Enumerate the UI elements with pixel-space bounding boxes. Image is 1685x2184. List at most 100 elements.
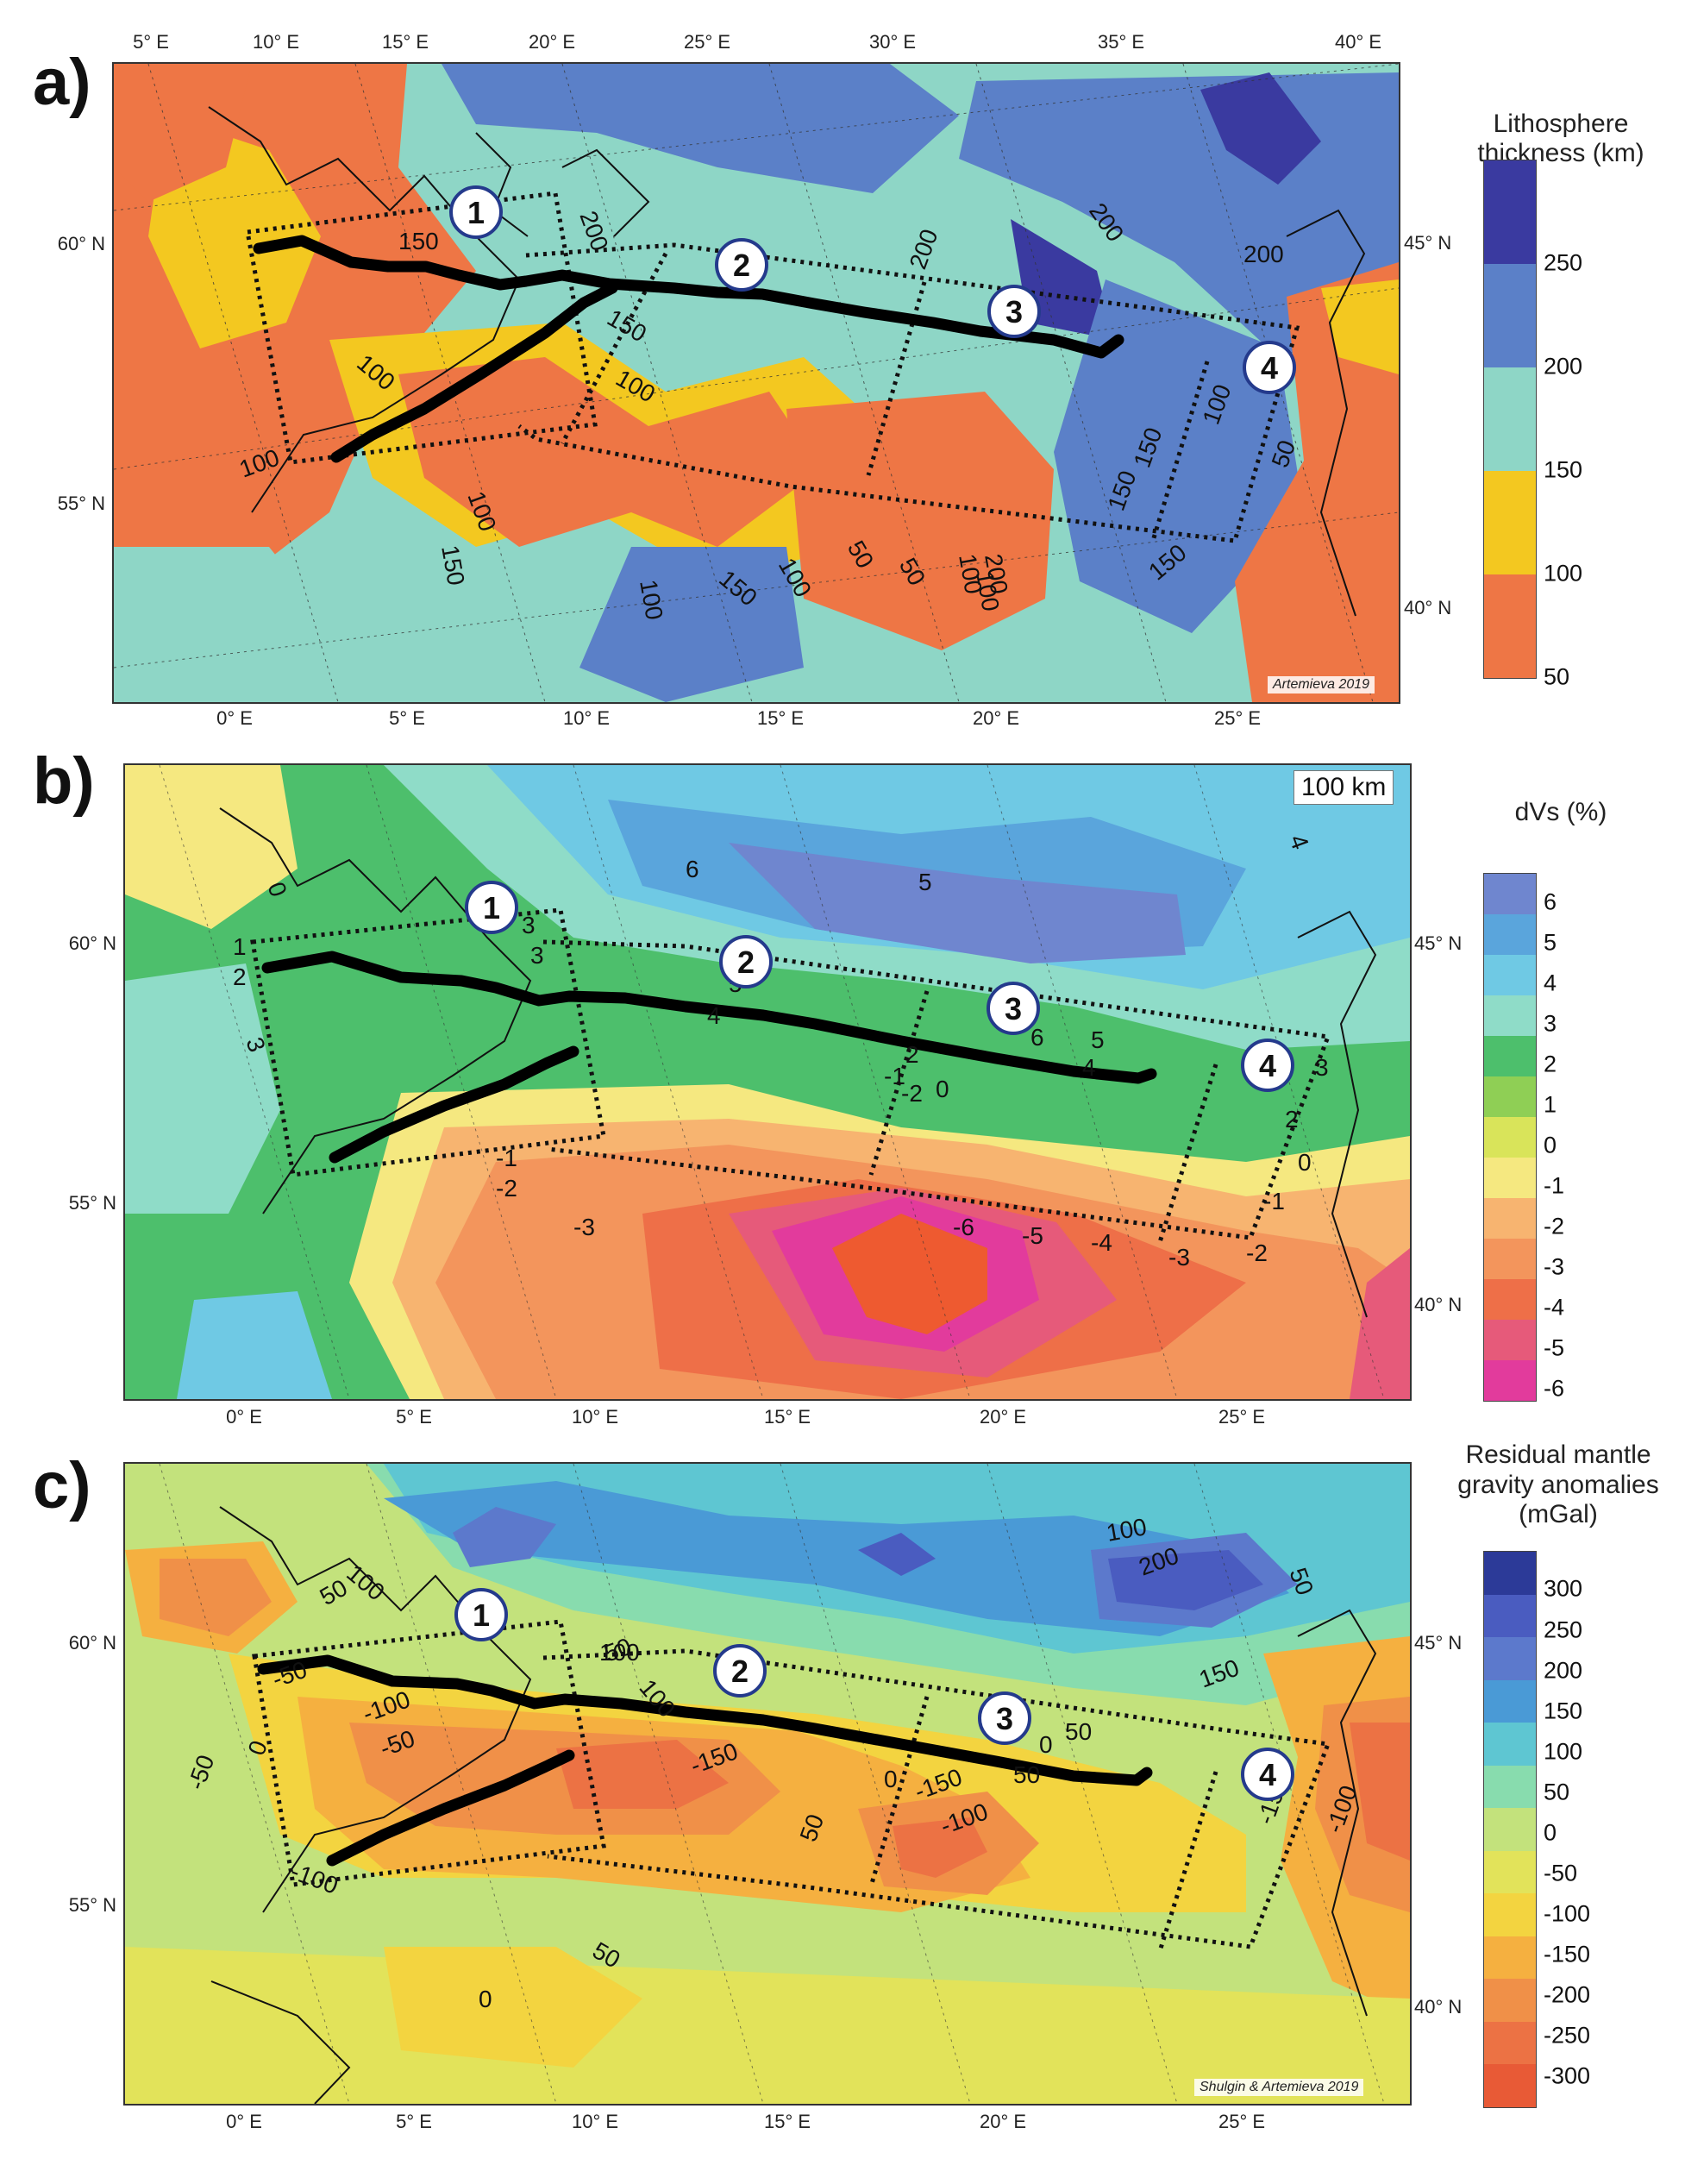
colorbar-label: 100 [1544,560,1583,587]
colorbar-swatch [1484,367,1536,471]
svg-text:2: 2 [905,1041,919,1068]
colorbar-label: 300 [1544,1575,1583,1602]
colorbar-label: -6 [1544,1375,1565,1402]
colorbar-label: -2 [1544,1213,1565,1239]
colorbar [1483,1551,1537,2108]
colorbar-label: 250 [1544,249,1583,276]
legend-title: Lithosphere thickness (km) [1449,79,1673,169]
colorbar-swatch [1484,1979,1536,2022]
svg-text:6: 6 [1030,1024,1044,1051]
colorbar-swatch [1484,955,1536,995]
panel-letter: a) [33,46,91,119]
svg-text:4: 4 [1259,1048,1276,1083]
svg-text:4: 4 [1261,350,1278,386]
tick-label: 25° E [1218,2111,1266,2132]
map-canvas: 100 50 100 -50 0 -50 -100 -50 -100 100 5… [125,1464,1410,2104]
colorbar-swatch [1484,1850,1536,1893]
tick-label: 30° E [868,31,917,53]
colorbar-label: -5 [1544,1334,1565,1361]
svg-text:-5: -5 [1022,1222,1043,1249]
colorbar-swatch [1484,1198,1536,1239]
svg-text:-2: -2 [1246,1239,1268,1266]
svg-text:50: 50 [1013,1761,1040,1788]
colorbar-label: -250 [1544,2022,1591,2049]
colorbar-label: 2 [1544,1051,1557,1077]
colorbar-label: 250 [1544,1616,1583,1643]
map-canvas: 0 1 2 3 3 3 6 5 5 4 6 5 4 2 -1 0 -2 -1 -… [125,765,1410,1399]
tick-label: 55° N [57,493,105,514]
svg-text:4: 4 [707,1002,721,1029]
svg-text:-3: -3 [573,1214,595,1240]
colorbar-swatch [1484,1320,1536,1360]
colorbar-swatch [1484,1936,1536,1979]
tick-label: 15° E [763,1406,811,1428]
tick-label: 45° N [1404,232,1452,254]
colorbar-swatch [1484,2021,1536,2064]
colorbar-swatch [1484,1765,1536,1808]
tick-label: 5° E [389,707,425,729]
colorbar-label: -50 [1544,1860,1578,1886]
colorbar [1483,160,1537,679]
svg-text:0: 0 [884,1766,898,1792]
colorbar-label: 0 [1544,1132,1557,1158]
colorbar-swatch [1484,1594,1536,1637]
tick-label: 5° E [133,31,169,53]
colorbar-swatch [1484,995,1536,1036]
panel-letter: c) [33,1449,91,1522]
tick-label: 25° E [683,31,731,53]
colorbar-label: -150 [1544,1941,1591,1967]
map-credit: Shulgin & Artemieva 2019 [1194,2079,1364,2096]
svg-text:-1: -1 [884,1063,905,1089]
colorbar-label: 0 [1544,1819,1557,1846]
svg-text:0: 0 [479,1986,492,2012]
legend-title: dVs (%) [1514,798,1607,826]
colorbar-swatch [1484,1637,1536,1680]
colorbar-swatch [1484,1893,1536,1936]
gravity-anomaly-map: 100 50 100 -50 0 -50 -100 -50 -100 100 5… [123,1462,1412,2106]
colorbar-swatch [1484,471,1536,574]
colorbar-label: 4 [1544,970,1557,996]
tick-label: 55° N [68,1192,116,1214]
svg-text:2: 2 [1285,1106,1299,1133]
tick-label: 20° E [528,31,576,53]
colorbar-label: 50 [1544,1779,1570,1805]
tick-label: 35° E [1097,31,1145,53]
colorbar [1483,873,1537,1402]
svg-text:-2: -2 [496,1175,517,1202]
colorbar-swatch [1484,1360,1536,1401]
svg-text:4: 4 [1082,1054,1096,1081]
svg-text:150: 150 [398,228,439,254]
svg-text:0: 0 [936,1076,949,1102]
panel-letter: b) [33,744,95,818]
svg-text:-4: -4 [1091,1229,1112,1256]
colorbar-swatch [1484,1036,1536,1076]
tick-label: 15° E [763,2111,811,2132]
svg-text:4: 4 [1259,1757,1276,1792]
colorbar-swatch [1484,2064,1536,2107]
colorbar-swatch [1484,160,1536,264]
svg-text:-2: -2 [901,1080,923,1107]
tick-label: 25° E [1213,707,1262,729]
tick-label: 45° N [1414,932,1463,954]
tick-label: 0° E [226,2111,262,2132]
tick-label: 60° N [68,1632,116,1654]
colorbar-swatch [1484,1552,1536,1595]
map-credit: Artemieva 2019 [1268,676,1375,693]
colorbar-label: -1 [1544,1172,1565,1199]
tick-label: 25° E [1218,1406,1266,1428]
svg-text:2: 2 [233,963,247,990]
colorbar-label: 3 [1544,1010,1557,1037]
svg-text:50: 50 [1065,1718,1092,1745]
colorbar-swatch [1484,264,1536,367]
svg-text:1: 1 [473,1597,490,1633]
map-canvas: 200 150 100 100 100 100 150 150 100 150 … [114,64,1399,702]
svg-text:-3: -3 [1168,1244,1190,1271]
tick-label: 10° E [571,2111,619,2132]
svg-text:-6: -6 [953,1214,974,1240]
tick-label: 45° N [1414,1632,1463,1654]
colorbar-swatch [1484,874,1536,914]
colorbar-swatch [1484,1076,1536,1117]
tick-label: 15° E [381,31,429,53]
colorbar-label: -3 [1544,1253,1565,1280]
tick-label: 40° N [1414,1294,1463,1315]
